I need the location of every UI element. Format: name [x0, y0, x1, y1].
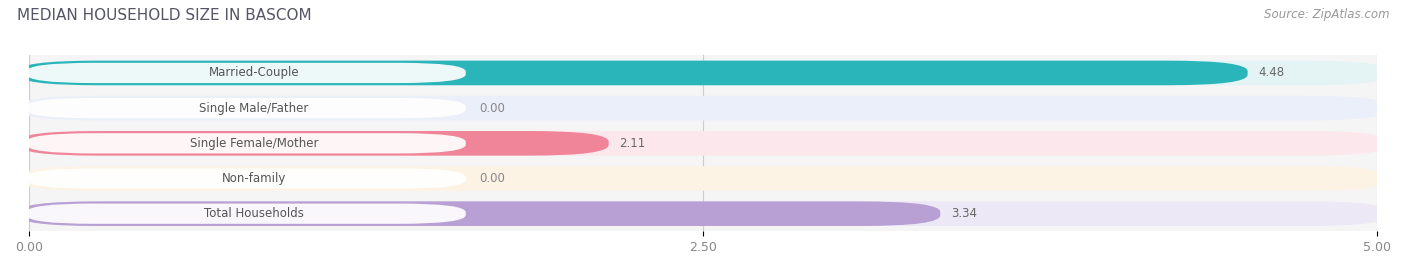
Text: 4.48: 4.48: [1258, 66, 1285, 79]
FancyBboxPatch shape: [18, 201, 941, 226]
Text: Single Female/Mother: Single Female/Mother: [190, 137, 318, 150]
Text: Non-family: Non-family: [222, 172, 287, 185]
FancyBboxPatch shape: [18, 96, 1388, 121]
FancyBboxPatch shape: [27, 98, 465, 118]
FancyBboxPatch shape: [18, 131, 1388, 156]
Text: 3.34: 3.34: [950, 207, 977, 220]
FancyBboxPatch shape: [18, 201, 1388, 226]
FancyBboxPatch shape: [27, 63, 465, 83]
FancyBboxPatch shape: [27, 168, 465, 189]
Text: MEDIAN HOUSEHOLD SIZE IN BASCOM: MEDIAN HOUSEHOLD SIZE IN BASCOM: [17, 8, 312, 23]
Text: Married-Couple: Married-Couple: [209, 66, 299, 79]
Text: Total Households: Total Households: [204, 207, 304, 220]
Text: 2.11: 2.11: [620, 137, 645, 150]
Text: 0.00: 0.00: [479, 102, 505, 115]
FancyBboxPatch shape: [18, 61, 1388, 85]
FancyBboxPatch shape: [18, 166, 1388, 191]
FancyBboxPatch shape: [27, 133, 465, 153]
FancyBboxPatch shape: [27, 204, 465, 224]
FancyBboxPatch shape: [18, 131, 609, 156]
Text: Source: ZipAtlas.com: Source: ZipAtlas.com: [1264, 8, 1389, 21]
Text: 0.00: 0.00: [479, 172, 505, 185]
FancyBboxPatch shape: [18, 61, 1247, 85]
Text: Single Male/Father: Single Male/Father: [200, 102, 309, 115]
